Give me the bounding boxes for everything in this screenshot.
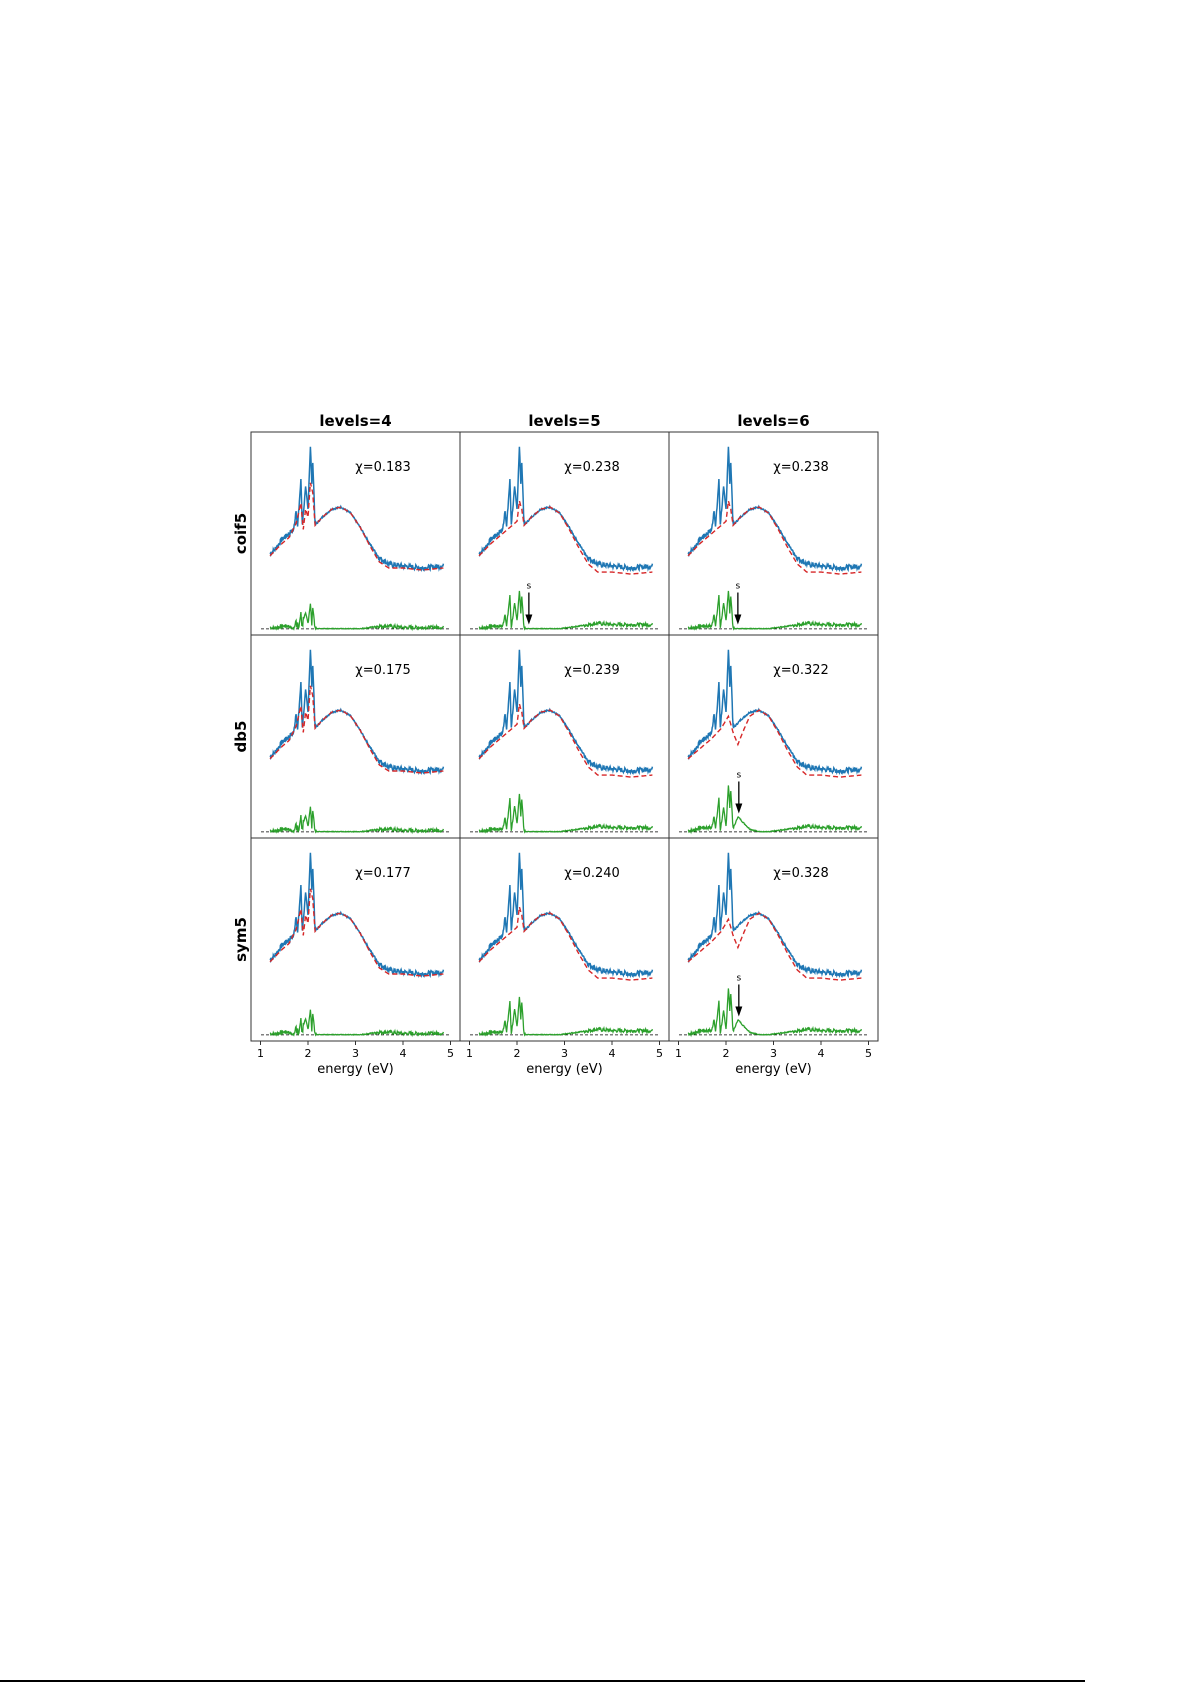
fitted-line [269,685,444,774]
residual-line [478,793,654,834]
panel-coif5-levels=6: χ=0.238 s [668,431,879,636]
panel-db5-levels=6: χ=0.322 s [668,634,879,839]
residual-line [269,806,445,835]
column-title: levels=6 [737,412,809,430]
x-tick-label: 3 [561,1047,568,1060]
x-tick-label: 4 [400,1047,407,1060]
chi-label: χ=0.177 [355,866,411,881]
x-tick-label: 2 [723,1047,730,1060]
residual-line [269,603,445,632]
fitted-line [478,906,653,981]
x-tick-label: 3 [770,1047,777,1060]
x-tick-label: 5 [656,1047,663,1060]
residual-line [687,785,863,835]
panel-sym5-levels=4: χ=0.177 [250,837,461,1042]
chi-label: χ=0.239 [564,663,620,678]
observed-line [687,852,863,979]
arrow-label: s [736,973,741,983]
x-tick-label: 4 [609,1047,616,1060]
arrow-down-icon [525,614,533,625]
arrow-label: s [736,770,741,780]
fitted-line [478,500,653,575]
page-bottom-rule [0,1680,1085,1682]
fitted-line [687,500,862,575]
arrow-down-icon [734,614,742,625]
chi-label: χ=0.240 [564,866,620,881]
x-tick-label: 2 [514,1047,521,1060]
observed-line [687,446,863,573]
panel-sym5-levels=5: χ=0.240 [459,837,670,1042]
residual-line [687,988,863,1038]
fitted-line [687,912,862,981]
fitted-line [269,888,444,977]
fitted-line [269,482,444,571]
chi-label: χ=0.175 [355,663,411,678]
x-axis-label: energy (eV) [735,1062,811,1077]
chi-label: χ=0.238 [773,460,829,475]
x-tick-label: 1 [675,1047,682,1060]
column-title: levels=4 [319,412,391,430]
row-label: sym5 [232,917,250,962]
residual-line [478,590,654,631]
x-tick-label: 5 [865,1047,872,1060]
fitted-line [687,709,862,778]
row-label: coif5 [232,513,250,554]
row-label: db5 [232,721,250,753]
residual-line [687,590,863,631]
x-axis-label: energy (eV) [317,1062,393,1077]
residual-line [269,1009,445,1038]
panel-coif5-levels=4: χ=0.183 [250,431,461,636]
x-tick-label: 2 [305,1047,312,1060]
x-tick-label: 1 [466,1047,473,1060]
panel-db5-levels=5: χ=0.239 [459,634,670,839]
arrow-down-icon [735,1006,743,1017]
arrow-label: s [736,582,741,592]
observed-line [687,649,863,776]
observed-line [478,446,654,573]
fitted-line [478,703,653,778]
panel-coif5-levels=5: χ=0.238 s [459,431,670,636]
observed-line [478,649,654,776]
x-axis-label: energy (eV) [526,1062,602,1077]
x-tick-label: 5 [447,1047,454,1060]
arrow-down-icon [735,803,743,814]
chi-label: χ=0.322 [773,663,829,678]
chi-label: χ=0.183 [355,460,411,475]
residual-line [478,996,654,1037]
observed-line [478,852,654,979]
chi-label: χ=0.238 [564,460,620,475]
arrow-label: s [527,582,532,592]
panel-db5-levels=4: χ=0.175 [250,634,461,839]
panel-sym5-levels=6: χ=0.328 s [668,837,879,1042]
column-title: levels=5 [528,412,600,430]
x-tick-label: 4 [818,1047,825,1060]
x-tick-label: 1 [257,1047,264,1060]
chi-label: χ=0.328 [773,866,829,881]
x-tick-label: 3 [352,1047,359,1060]
